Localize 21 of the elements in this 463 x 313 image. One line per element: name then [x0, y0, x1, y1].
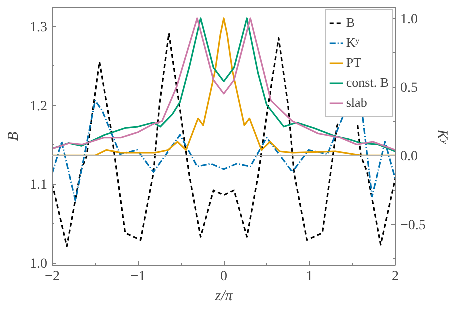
- x-tick-label: −1: [130, 270, 146, 284]
- y-tick-label: 1.0: [30, 257, 48, 272]
- x-tick-label: 1: [306, 270, 314, 284]
- y-tick-label: 1.1: [30, 178, 48, 194]
- y2-tick-label: 1.0: [400, 12, 418, 28]
- y2-tick-label: −0.5: [400, 218, 426, 234]
- y-tick-label: 1.2: [30, 99, 48, 114]
- y2-tick-label: 0.0: [400, 150, 418, 165]
- legend-label: B: [346, 15, 356, 31]
- legend-label: slab: [346, 95, 368, 111]
- legend-label: Kʸ: [346, 35, 361, 51]
- x-tick-label: 2: [392, 270, 399, 284]
- y2-axis-title: Kʸ: [434, 128, 450, 145]
- x-axis-title: z/π: [214, 288, 234, 304]
- legend-label: PT: [346, 55, 363, 71]
- y-axis-title: B: [6, 132, 22, 142]
- y2-tick-label: 0.5: [400, 81, 418, 96]
- legend-label: const. B: [346, 75, 389, 91]
- x-tick-label: 0: [220, 270, 228, 284]
- y-tick-label: 1.3: [30, 20, 48, 36]
- x-tick-label: −2: [45, 270, 60, 284]
